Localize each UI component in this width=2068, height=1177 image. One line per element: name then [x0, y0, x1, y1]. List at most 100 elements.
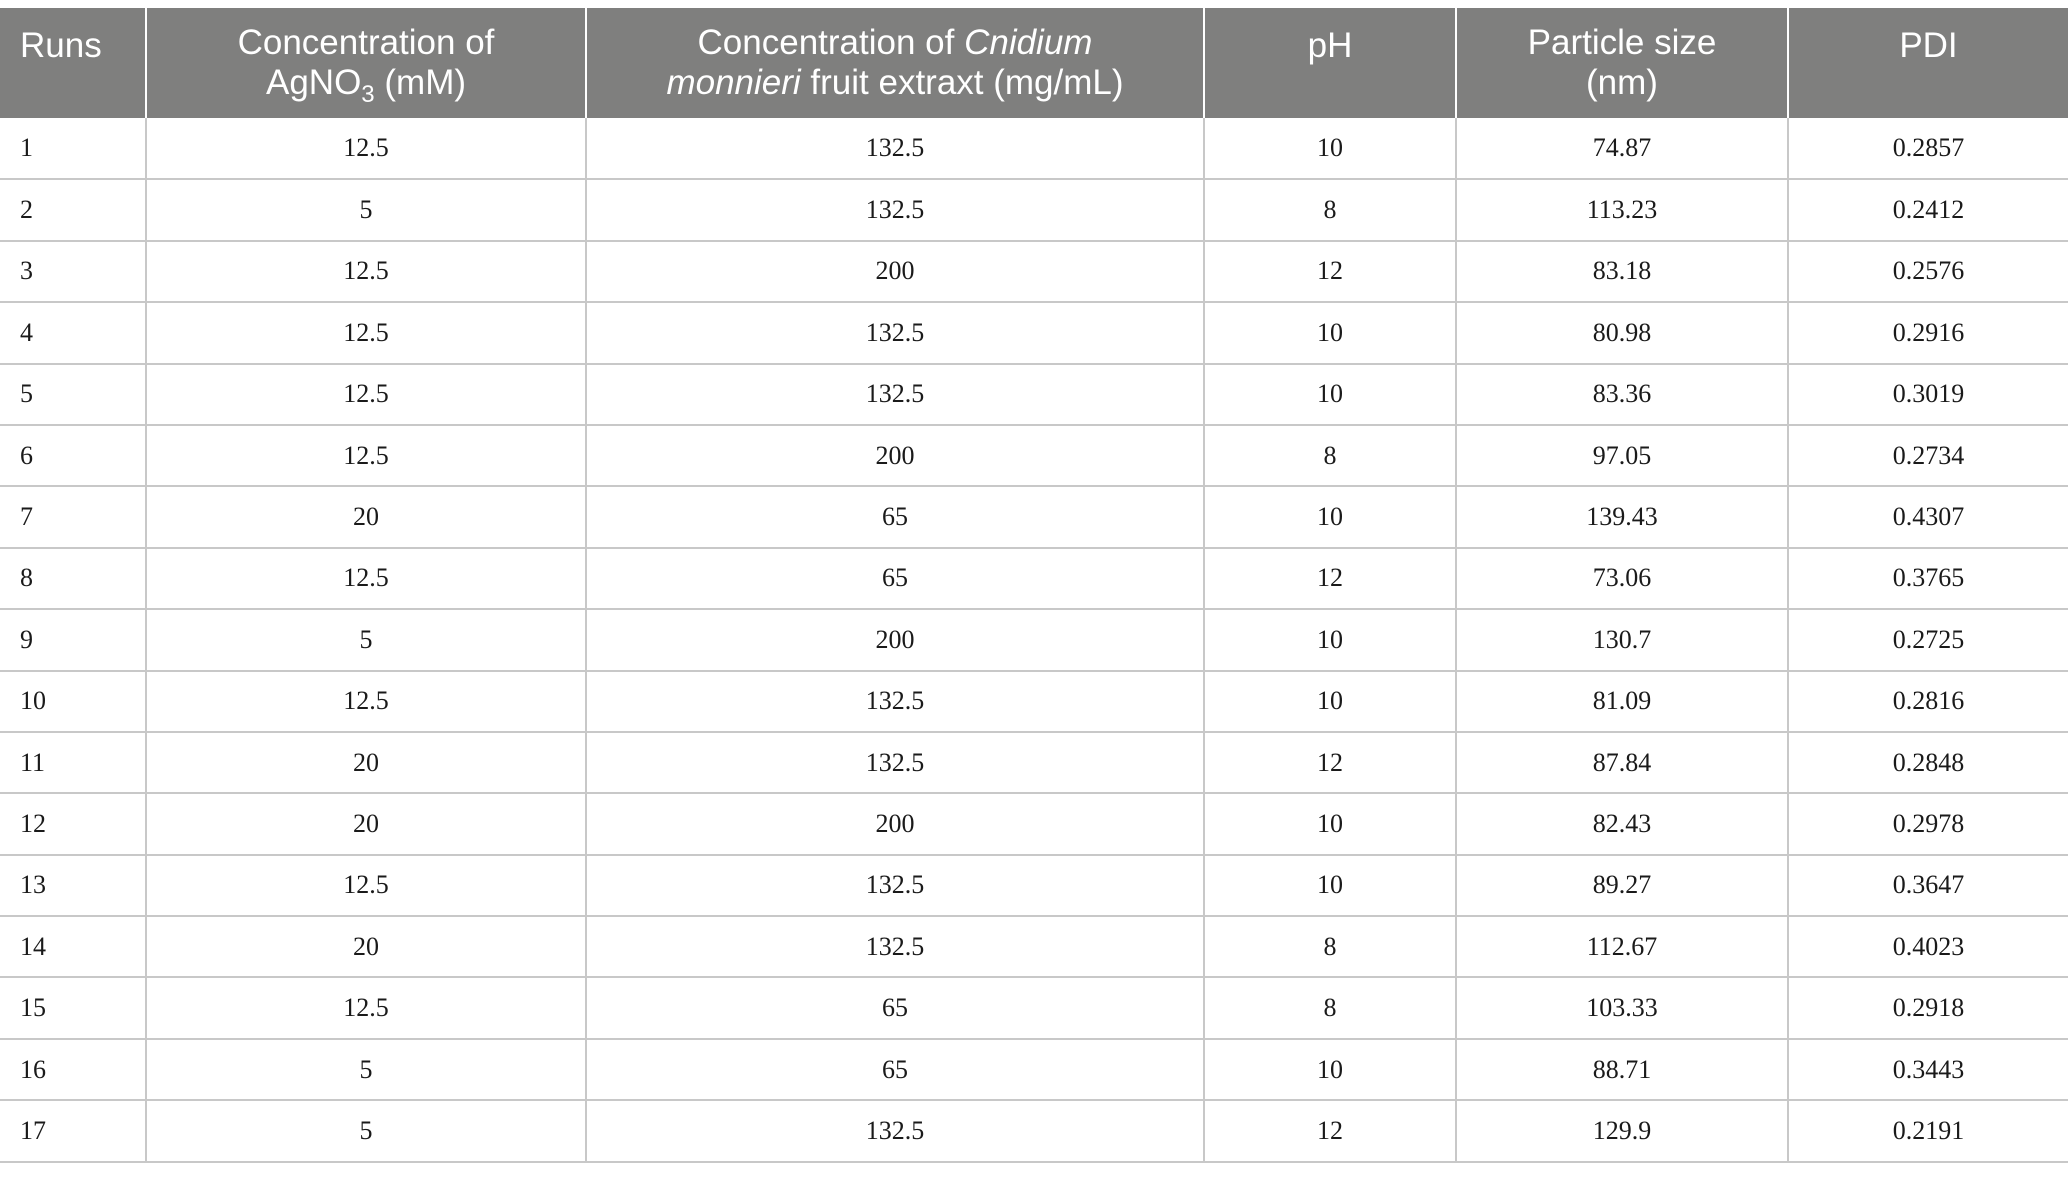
cell-agno3: 12.5	[146, 547, 587, 611]
header-particle-size: Particle size (nm)	[1456, 8, 1789, 118]
cell-ph: 10	[1204, 363, 1457, 426]
header-extract-epithet: monnieri	[666, 63, 801, 102]
cell-pdi: 0.4023	[1788, 916, 2068, 979]
table-row: 9 5 200 10 130.7 0.2725	[0, 609, 2068, 672]
cell-particle-size: 80.98	[1456, 302, 1789, 365]
cell-ph: 10	[1204, 1038, 1457, 1102]
header-runs-label: Runs	[20, 26, 102, 65]
cell-run: 8	[0, 547, 147, 611]
cell-run: 17	[0, 1100, 147, 1163]
cell-extract: 200	[586, 609, 1205, 672]
cell-ph: 8	[1204, 916, 1457, 979]
cell-ph: 12	[1204, 731, 1457, 795]
cell-pdi: 0.2816	[1788, 670, 2068, 733]
cell-extract: 65	[586, 1038, 1205, 1102]
cell-agno3: 5	[146, 1038, 587, 1102]
cell-run: 15	[0, 977, 147, 1040]
cell-agno3: 5	[146, 1100, 587, 1163]
table-row: 15 12.5 65 8 103.33 0.2918	[0, 977, 2068, 1040]
cell-extract: 65	[586, 486, 1205, 549]
cell-particle-size: 97.05	[1456, 424, 1789, 488]
cell-run: 1	[0, 118, 147, 181]
table-row: 13 12.5 132.5 10 89.27 0.3647	[0, 854, 2068, 918]
header-extract-genus: Cnidium	[964, 23, 1093, 62]
header-particle-size-line1: Particle size	[1527, 23, 1717, 62]
cell-extract: 132.5	[586, 731, 1205, 795]
cell-particle-size: 103.33	[1456, 977, 1789, 1040]
table-row: 4 12.5 132.5 10 80.98 0.2916	[0, 302, 2068, 365]
cell-agno3: 12.5	[146, 424, 587, 488]
cell-extract: 200	[586, 424, 1205, 488]
table-row: 17 5 132.5 12 129.9 0.2191	[0, 1100, 2068, 1163]
table-row: 7 20 65 10 139.43 0.4307	[0, 486, 2068, 549]
cell-ph: 10	[1204, 854, 1457, 918]
cell-run: 11	[0, 731, 147, 795]
cell-pdi: 0.4307	[1788, 486, 2068, 549]
header-agno3-unit: (mM)	[384, 63, 467, 102]
header-ph: pH	[1204, 8, 1457, 118]
cell-extract: 65	[586, 977, 1205, 1040]
cell-run: 5	[0, 363, 147, 426]
table-row: 6 12.5 200 8 97.05 0.2734	[0, 424, 2068, 488]
header-particle-size-line2: (nm)	[1586, 63, 1658, 102]
cell-pdi: 0.3443	[1788, 1038, 2068, 1102]
header-extract-prefix: Concentration of	[697, 23, 955, 62]
cell-pdi: 0.2576	[1788, 240, 2068, 304]
cell-pdi: 0.2848	[1788, 731, 2068, 795]
header-pdi-label: PDI	[1899, 26, 1958, 65]
cell-extract: 132.5	[586, 1100, 1205, 1163]
cell-pdi: 0.2412	[1788, 179, 2068, 242]
cell-ph: 10	[1204, 670, 1457, 733]
data-table-container: Runs Concentration of AgNO3 (mM) Concent…	[0, 8, 2068, 1163]
cell-run: 13	[0, 854, 147, 918]
cell-ph: 10	[1204, 486, 1457, 549]
cell-extract: 132.5	[586, 854, 1205, 918]
cell-agno3: 20	[146, 731, 587, 795]
table-row: 12 20 200 10 82.43 0.2978	[0, 793, 2068, 856]
cell-agno3: 20	[146, 793, 587, 856]
cell-agno3: 12.5	[146, 977, 587, 1040]
cell-agno3: 12.5	[146, 118, 587, 181]
cell-ph: 8	[1204, 424, 1457, 488]
cell-particle-size: 89.27	[1456, 854, 1789, 918]
cell-agno3: 5	[146, 179, 587, 242]
cell-extract: 132.5	[586, 118, 1205, 181]
cell-run: 10	[0, 670, 147, 733]
cell-particle-size: 130.7	[1456, 609, 1789, 672]
cell-particle-size: 83.36	[1456, 363, 1789, 426]
header-extract-concentration: Concentration of Cnidium monnieri fruit …	[586, 8, 1205, 118]
cell-run: 16	[0, 1038, 147, 1102]
cell-pdi: 0.3019	[1788, 363, 2068, 426]
cell-particle-size: 129.9	[1456, 1100, 1789, 1163]
header-agno3-chem: AgNO	[265, 63, 362, 102]
experiment-results-table: Runs Concentration of AgNO3 (mM) Concent…	[0, 8, 2068, 1163]
cell-particle-size: 83.18	[1456, 240, 1789, 304]
cell-ph: 12	[1204, 547, 1457, 611]
cell-run: 4	[0, 302, 147, 365]
cell-ph: 10	[1204, 609, 1457, 672]
cell-extract: 132.5	[586, 179, 1205, 242]
table-body: 1 12.5 132.5 10 74.87 0.2857 2 5 132.5 8…	[0, 118, 2068, 1163]
cell-extract: 65	[586, 547, 1205, 611]
cell-particle-size: 74.87	[1456, 118, 1789, 181]
cell-extract: 132.5	[586, 670, 1205, 733]
cell-ph: 8	[1204, 977, 1457, 1040]
cell-ph: 10	[1204, 793, 1457, 856]
cell-agno3: 20	[146, 486, 587, 549]
cell-run: 2	[0, 179, 147, 242]
table-header: Runs Concentration of AgNO3 (mM) Concent…	[0, 8, 2068, 118]
cell-agno3: 12.5	[146, 670, 587, 733]
table-row: 1 12.5 132.5 10 74.87 0.2857	[0, 118, 2068, 181]
cell-agno3: 5	[146, 609, 587, 672]
cell-pdi: 0.3647	[1788, 854, 2068, 918]
cell-particle-size: 73.06	[1456, 547, 1789, 611]
cell-particle-size: 88.71	[1456, 1038, 1789, 1102]
cell-ph: 8	[1204, 179, 1457, 242]
cell-particle-size: 82.43	[1456, 793, 1789, 856]
header-row: Runs Concentration of AgNO3 (mM) Concent…	[0, 8, 2068, 118]
header-agno3-concentration: Concentration of AgNO3 (mM)	[146, 8, 587, 118]
header-agno3-prefix: Concentration of	[237, 23, 495, 62]
cell-pdi: 0.2918	[1788, 977, 2068, 1040]
cell-pdi: 0.2978	[1788, 793, 2068, 856]
cell-pdi: 0.3765	[1788, 547, 2068, 611]
